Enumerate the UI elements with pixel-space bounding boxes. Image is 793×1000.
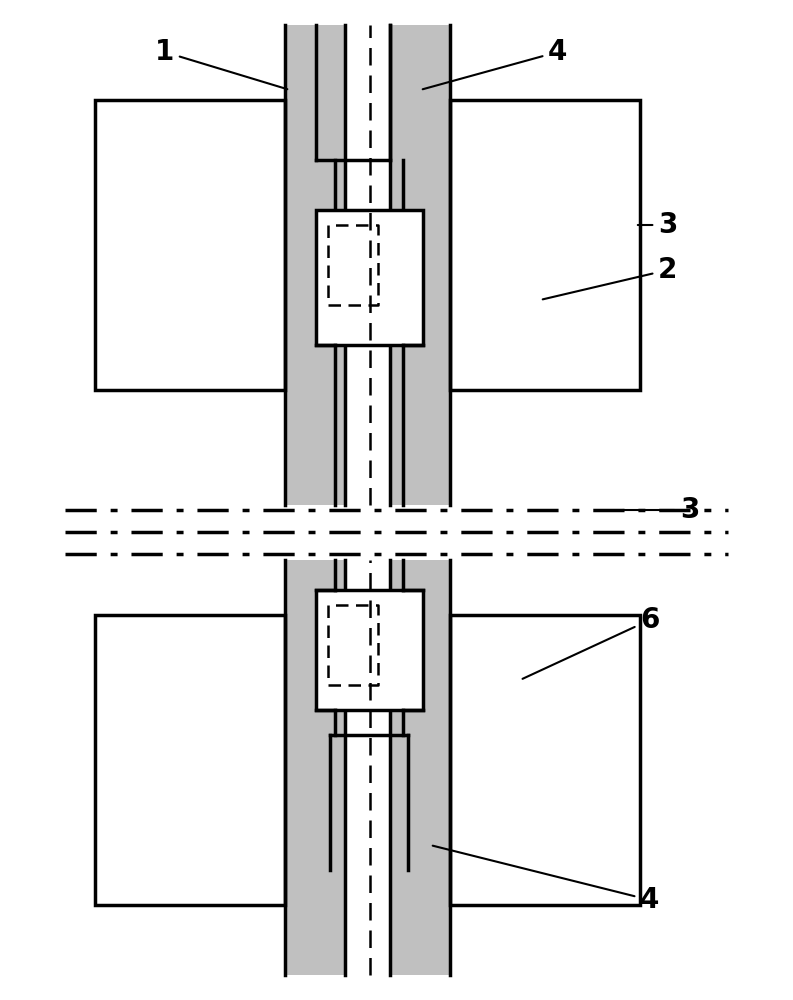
Bar — [390, 25, 450, 505]
Bar — [316, 590, 423, 710]
Text: 3: 3 — [623, 496, 699, 524]
Text: 2: 2 — [542, 256, 677, 299]
Bar — [390, 560, 450, 975]
Bar — [95, 100, 285, 390]
Bar — [285, 25, 345, 505]
Bar — [95, 615, 285, 905]
Text: 4: 4 — [433, 846, 659, 914]
Text: 4: 4 — [423, 38, 567, 89]
Bar — [450, 100, 640, 390]
Text: 6: 6 — [523, 606, 659, 679]
Bar — [450, 615, 640, 905]
Text: 1: 1 — [155, 38, 287, 89]
Text: 3: 3 — [638, 211, 677, 239]
Bar — [285, 560, 345, 975]
Bar — [316, 210, 423, 345]
